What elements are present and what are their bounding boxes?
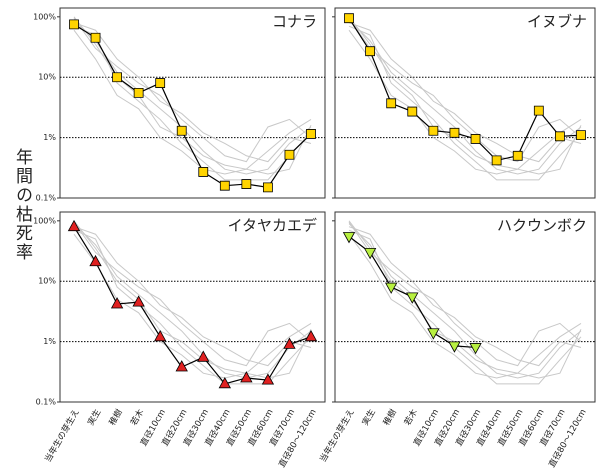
data-point <box>491 155 502 166</box>
panel-frame <box>59 7 326 199</box>
data-point <box>198 167 209 177</box>
y-tick-label: 1% <box>43 133 56 142</box>
data-point <box>90 32 101 43</box>
background-line <box>73 226 312 367</box>
data-point <box>67 219 81 232</box>
data-point <box>112 72 122 83</box>
x-tick-label: 稚樹 <box>381 407 399 428</box>
panel-frame <box>59 211 326 403</box>
background-line <box>73 223 312 379</box>
background-line <box>73 229 312 385</box>
data-point <box>512 150 523 161</box>
background-line <box>348 16 582 175</box>
background-line <box>73 17 312 163</box>
data-point <box>363 248 377 260</box>
background-line <box>348 223 582 379</box>
background-line <box>348 233 582 379</box>
series-line <box>73 23 312 189</box>
data-point <box>469 343 482 355</box>
data-point <box>110 297 124 309</box>
panel-title: イヌブナ <box>527 13 587 31</box>
background-line <box>73 29 312 175</box>
data-point <box>427 328 440 340</box>
data-point <box>218 376 231 389</box>
data-point <box>304 329 318 342</box>
background-line <box>73 22 312 163</box>
data-point <box>133 87 144 98</box>
data-point <box>241 179 252 189</box>
data-point <box>219 180 230 191</box>
panel-frame <box>334 7 596 199</box>
x-tick-label: 実生 <box>85 407 103 428</box>
data-point <box>176 125 187 136</box>
data-point <box>448 341 461 353</box>
x-tick-label: 当年生の芽生え <box>42 407 81 464</box>
series-line <box>73 226 312 385</box>
y-tick-label: 0.1% <box>36 398 57 407</box>
data-point <box>89 254 102 267</box>
data-point <box>449 127 460 138</box>
background-line <box>348 221 582 367</box>
panel-frame <box>334 211 596 403</box>
x-tick-label: 実生 <box>360 407 378 428</box>
y-tick-label: 100% <box>33 216 56 225</box>
x-tick-label: 若木 <box>402 407 420 428</box>
background-line <box>348 226 582 367</box>
y-tick-label: 100% <box>33 12 56 21</box>
background-line <box>73 233 312 379</box>
data-point <box>306 129 316 139</box>
data-point <box>428 125 439 136</box>
y-tick-label: 1% <box>43 337 56 346</box>
data-point <box>385 282 398 294</box>
data-point <box>344 13 354 24</box>
data-point <box>365 46 375 57</box>
data-point <box>175 360 188 372</box>
data-point <box>406 292 419 304</box>
background-line <box>73 220 312 379</box>
background-line <box>348 29 582 175</box>
data-point <box>342 232 356 244</box>
background-line <box>73 19 312 175</box>
data-point <box>69 19 79 30</box>
data-point <box>240 371 253 383</box>
data-point <box>263 182 273 193</box>
data-point <box>154 329 167 342</box>
background-line <box>73 221 312 367</box>
y-tick-label: 10% <box>38 73 56 82</box>
data-point <box>533 105 544 116</box>
data-point <box>155 78 166 88</box>
data-point <box>386 98 397 109</box>
data-point <box>283 337 296 349</box>
data-point <box>407 106 418 117</box>
background-line <box>348 19 582 175</box>
x-tick-label: 当年生の芽生え <box>317 407 356 464</box>
panel-title: ハクウンボク <box>497 217 587 235</box>
data-point <box>132 295 145 307</box>
data-point <box>555 131 565 142</box>
background-line <box>348 229 582 385</box>
data-point <box>470 134 481 144</box>
background-line <box>348 22 582 163</box>
data-point <box>576 130 586 141</box>
data-point <box>197 350 210 362</box>
panel-title: コナラ <box>272 13 317 31</box>
panel-title: イタヤカエデ <box>228 217 317 235</box>
background-line <box>348 17 582 163</box>
data-point <box>261 373 275 385</box>
x-tick-label: 若木 <box>128 407 146 428</box>
y-tick-label: 10% <box>38 277 56 286</box>
data-point <box>284 149 295 160</box>
background-line <box>348 25 582 181</box>
background-line <box>348 220 582 379</box>
x-tick-label: 稚樹 <box>107 407 125 428</box>
y-axis-label: 年間の枯死率 <box>12 148 33 262</box>
y-tick-label: 0.1% <box>36 194 57 203</box>
